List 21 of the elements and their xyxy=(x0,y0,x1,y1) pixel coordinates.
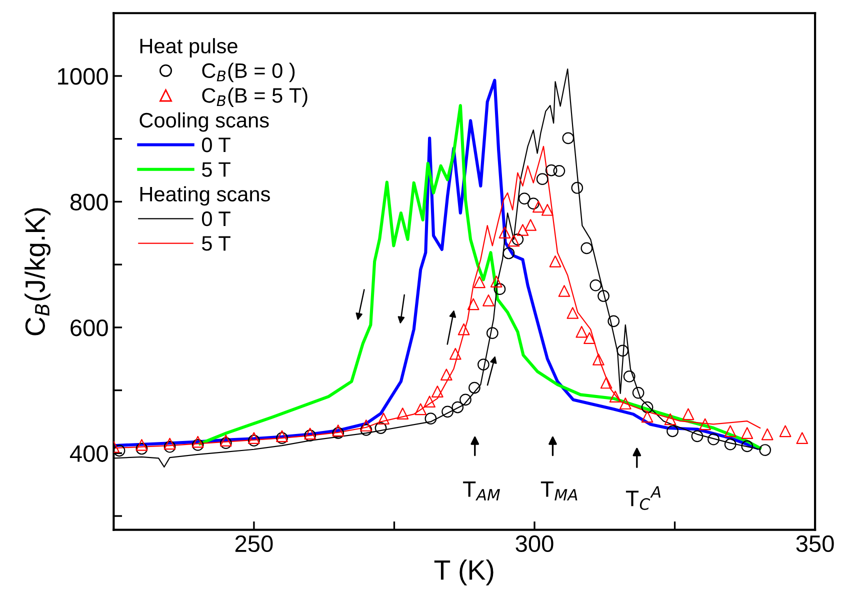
y-tick-label: 600 xyxy=(70,319,108,336)
legend-label: 0 T xyxy=(202,211,230,226)
annotation: T$_{MA}$ xyxy=(540,482,578,500)
annotation: Heat pulse xyxy=(140,38,238,58)
y-tick-label: 800 xyxy=(70,194,108,210)
legend-label: C$_{B}$(B = 0 ) xyxy=(202,62,295,82)
legend-label: C$_{B}$(B = 5 T) xyxy=(202,88,308,107)
annotation: Cooling scans xyxy=(140,112,269,132)
legend-label: 0 T xyxy=(202,138,230,152)
legend-label: 5 T xyxy=(202,162,230,177)
annotation: T$_{AM}$ xyxy=(463,482,500,500)
x-axis-title: T (K) xyxy=(434,559,494,586)
y-tick-label: 1000 xyxy=(58,68,108,85)
y-tick-label: 400 xyxy=(70,445,108,462)
x-tick-label: 300 xyxy=(516,535,554,552)
legend-label: 5 T xyxy=(202,236,230,251)
y-axis-title: C$_{B}$(J/kg.K) xyxy=(24,208,51,336)
x-tick-label: 250 xyxy=(235,535,273,552)
annotation: Heating scans xyxy=(140,186,270,206)
x-tick-label: 350 xyxy=(796,535,834,552)
annotation: T$_{C}$$^{A}$ xyxy=(626,486,661,510)
